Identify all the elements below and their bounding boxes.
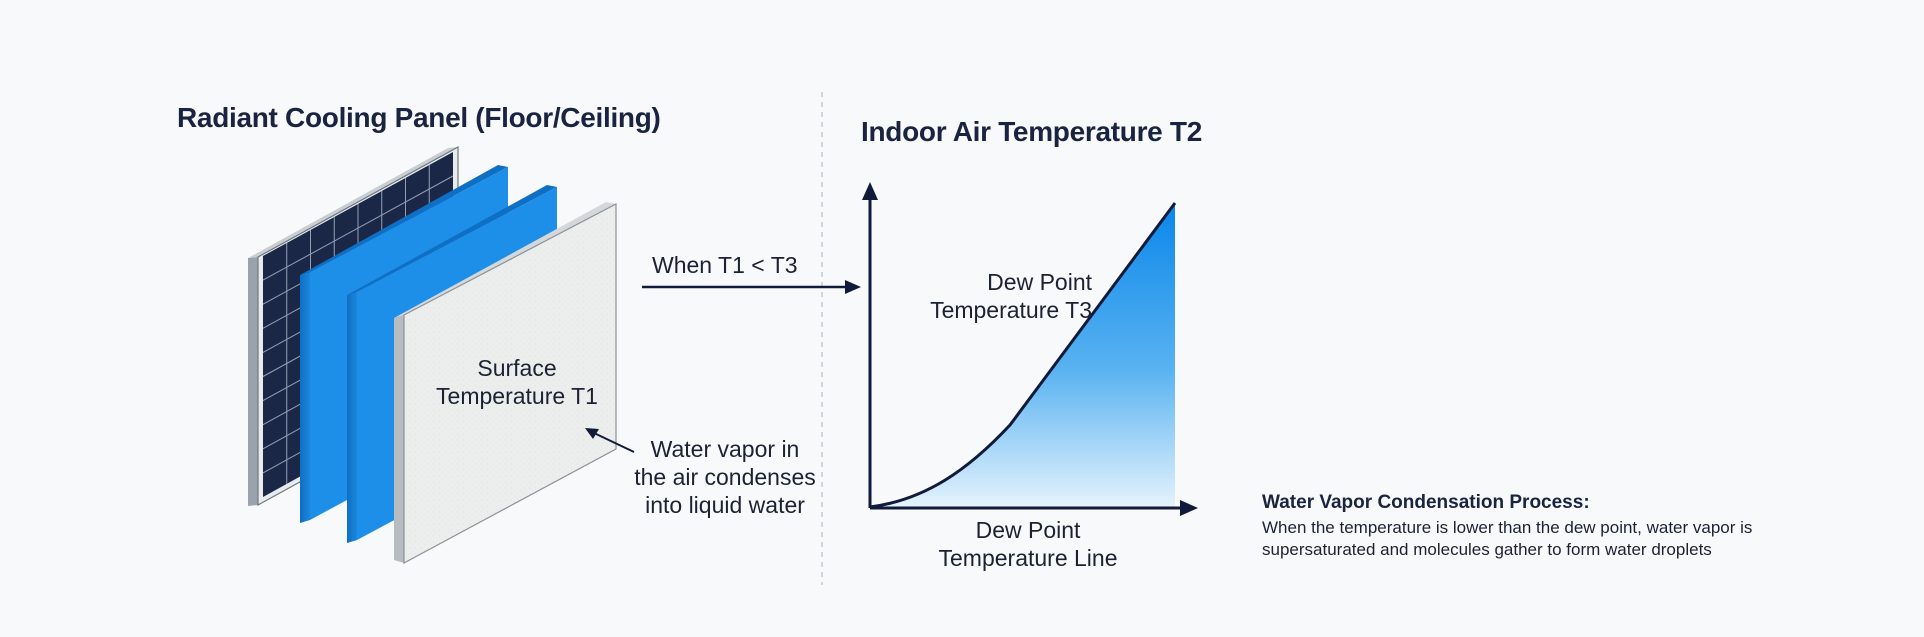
x-axis-arrowhead bbox=[1180, 500, 1198, 516]
curve-label-line2: Temperature T3 bbox=[930, 297, 1092, 323]
vapor-label: Water vapor in the air condenses into li… bbox=[622, 435, 828, 519]
dew-point-curve bbox=[869, 202, 1177, 509]
curve-label-line1: Dew Point bbox=[987, 269, 1092, 295]
vapor-arrow bbox=[585, 428, 635, 453]
vapor-label-line1: Water vapor in bbox=[650, 436, 800, 462]
dew-point-chart bbox=[862, 182, 1198, 516]
panel-title: Radiant Cooling Panel (Floor/Ceiling) bbox=[177, 102, 661, 133]
process-note-line1: When the temperature is lower than the d… bbox=[1262, 518, 1753, 537]
dew-point-area bbox=[870, 203, 1175, 508]
vapor-label-line3: into liquid water bbox=[645, 492, 805, 518]
surface-label-line1: Surface bbox=[477, 355, 557, 381]
surface-label-line2: Temperature T1 bbox=[436, 383, 598, 409]
process-note-title: Water Vapor Condensation Process: bbox=[1262, 492, 1590, 513]
surface-panel bbox=[394, 202, 617, 565]
y-axis-arrowhead bbox=[862, 182, 878, 200]
vapor-label-line2: the air condenses bbox=[634, 464, 816, 490]
surface-temperature-label: Surface Temperature T1 bbox=[417, 354, 617, 410]
process-note-line2: supersaturated and molecules gather to f… bbox=[1262, 540, 1712, 559]
radiant-panel-stack bbox=[248, 145, 617, 565]
condition-label: When T1 < T3 bbox=[652, 252, 798, 278]
condition-arrow bbox=[642, 280, 861, 294]
dew-point-curve-label: Dew Point Temperature T3 bbox=[902, 268, 1092, 324]
axis-label-line2: Temperature Line bbox=[938, 545, 1118, 571]
process-note: Water Vapor Condensation Process: When t… bbox=[1262, 492, 1752, 561]
dew-point-line-label: Dew Point Temperature Line bbox=[918, 516, 1138, 572]
axis-label-line1: Dew Point bbox=[975, 517, 1081, 543]
chart-title: Indoor Air Temperature T2 bbox=[861, 116, 1202, 147]
